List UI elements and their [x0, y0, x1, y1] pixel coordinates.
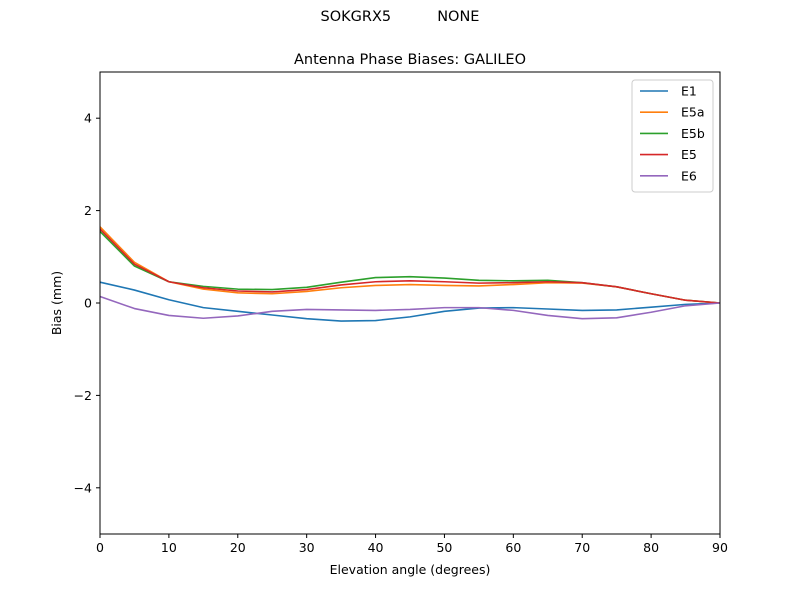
legend-label-e5a: E5a: [681, 105, 705, 120]
plot-lines: [99, 226, 721, 322]
chart-title: Antenna Phase Biases: GALILEO: [294, 52, 526, 68]
legend-label-e1: E1: [681, 84, 697, 99]
legend-label-e5b: E5b: [681, 126, 705, 141]
series-line-e1: [99, 281, 721, 322]
y-tick-label: −4: [74, 480, 92, 495]
figure-suptitle: SOKGRX5 NONE: [320, 9, 480, 25]
legend-label-e5: E5: [681, 147, 697, 162]
y-tick-label: 2: [84, 203, 92, 218]
legend-box: [631, 79, 714, 193]
series-line-e5a: [99, 226, 721, 304]
x-tick-label: 20: [230, 540, 246, 555]
x-tick-label: 80: [643, 540, 659, 555]
series-line-e6: [99, 295, 721, 320]
y-tick-label: 4: [84, 111, 92, 126]
x-tick-label: 0: [96, 540, 104, 555]
x-tick-label: 60: [505, 540, 521, 555]
x-axis-ticks: 0 10 20 30 40 50 60 70 80 90: [96, 534, 728, 555]
series-line-e5: [99, 228, 721, 304]
x-tick-label: 70: [574, 540, 590, 555]
y-axis-ticks: −4 −2 0 2 4: [74, 111, 100, 495]
x-tick-label: 50: [436, 540, 452, 555]
x-tick-label: 90: [712, 540, 728, 555]
x-axis-label: Elevation angle (degrees): [330, 562, 491, 577]
x-tick-label: 10: [161, 540, 177, 555]
legend: E1 E5a E5b E5 E6: [631, 79, 714, 193]
plot-frame: [99, 71, 721, 535]
series-line-e5b: [99, 230, 721, 304]
x-tick-label: 30: [299, 540, 315, 555]
x-tick-label: 40: [368, 540, 384, 555]
y-tick-label: 0: [84, 296, 92, 311]
y-axis-label: Bias (mm): [49, 271, 64, 335]
legend-label-e6: E6: [681, 168, 697, 183]
y-tick-label: −2: [74, 388, 92, 403]
